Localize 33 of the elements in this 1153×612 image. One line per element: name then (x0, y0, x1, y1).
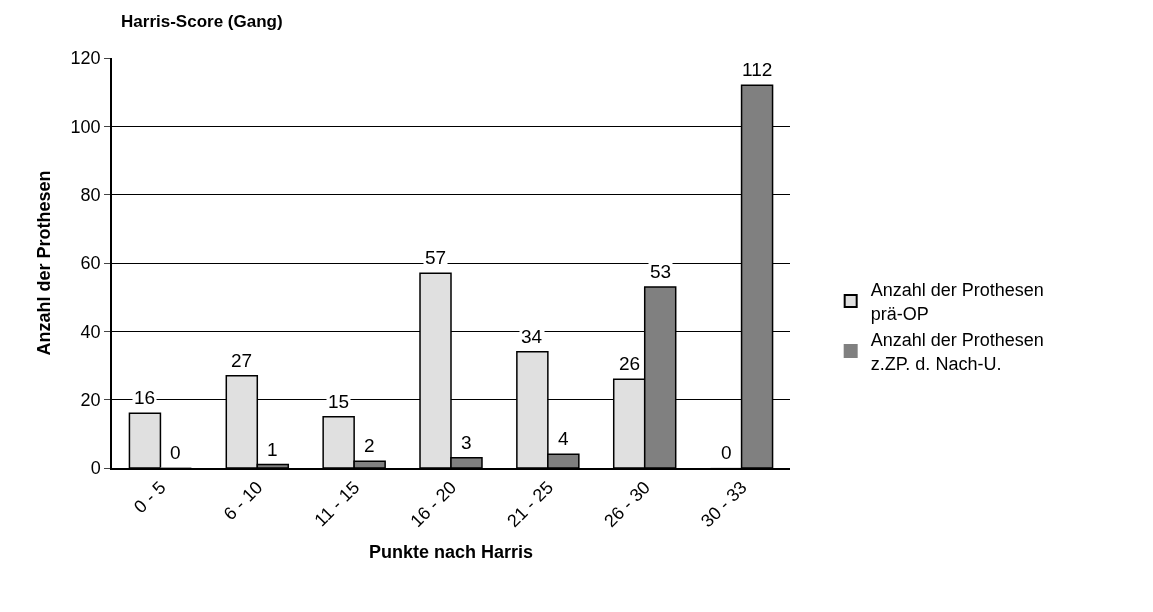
legend-label: Anzahl der Prothesen z.ZP. d. Nach-U. (870, 330, 1044, 374)
y-tick-label: 0 (90, 458, 101, 479)
y-tick-label: 80 (80, 184, 101, 205)
y-tick-label: 40 (80, 321, 101, 342)
data-label: 0 (721, 442, 732, 463)
y-tick-label: 100 (70, 116, 101, 137)
y-axis-title: Anzahl der Prothesen (34, 170, 55, 356)
data-label: 0 (170, 442, 181, 463)
x-tick-label: 0 - 5 (130, 477, 170, 518)
data-label: 3 (461, 432, 472, 453)
x-tick-label: 11 - 15 (310, 477, 364, 531)
x-tick-label: 30 - 33 (696, 477, 751, 532)
x-tick-label: 26 - 30 (600, 477, 654, 532)
data-label: 15 (328, 391, 350, 412)
data-label: 53 (650, 261, 672, 282)
data-label: 4 (558, 428, 569, 449)
x-tick-label: 6 - 10 (219, 477, 267, 525)
data-label: 16 (134, 387, 156, 408)
data-label: 27 (231, 350, 253, 371)
y-tick-label: 120 (70, 48, 101, 69)
data-label: 2 (364, 435, 375, 456)
x-axis-title: Punkte nach Harris (368, 541, 534, 562)
y-tick-label: 20 (80, 389, 101, 410)
legend-label: Anzahl der Prothesen prä-OP (870, 280, 1044, 324)
data-label: 26 (619, 353, 641, 374)
data-label: 1 (267, 439, 278, 460)
data-label: 57 (425, 247, 447, 268)
data-label: 112 (742, 59, 773, 80)
chart-title: Harris-Score (Gang) (121, 12, 283, 32)
y-tick-label: 60 (80, 253, 101, 274)
data-label: 34 (521, 326, 543, 347)
x-tick-label: 16 - 20 (406, 477, 461, 532)
x-tick-label: 21 - 25 (503, 477, 558, 532)
